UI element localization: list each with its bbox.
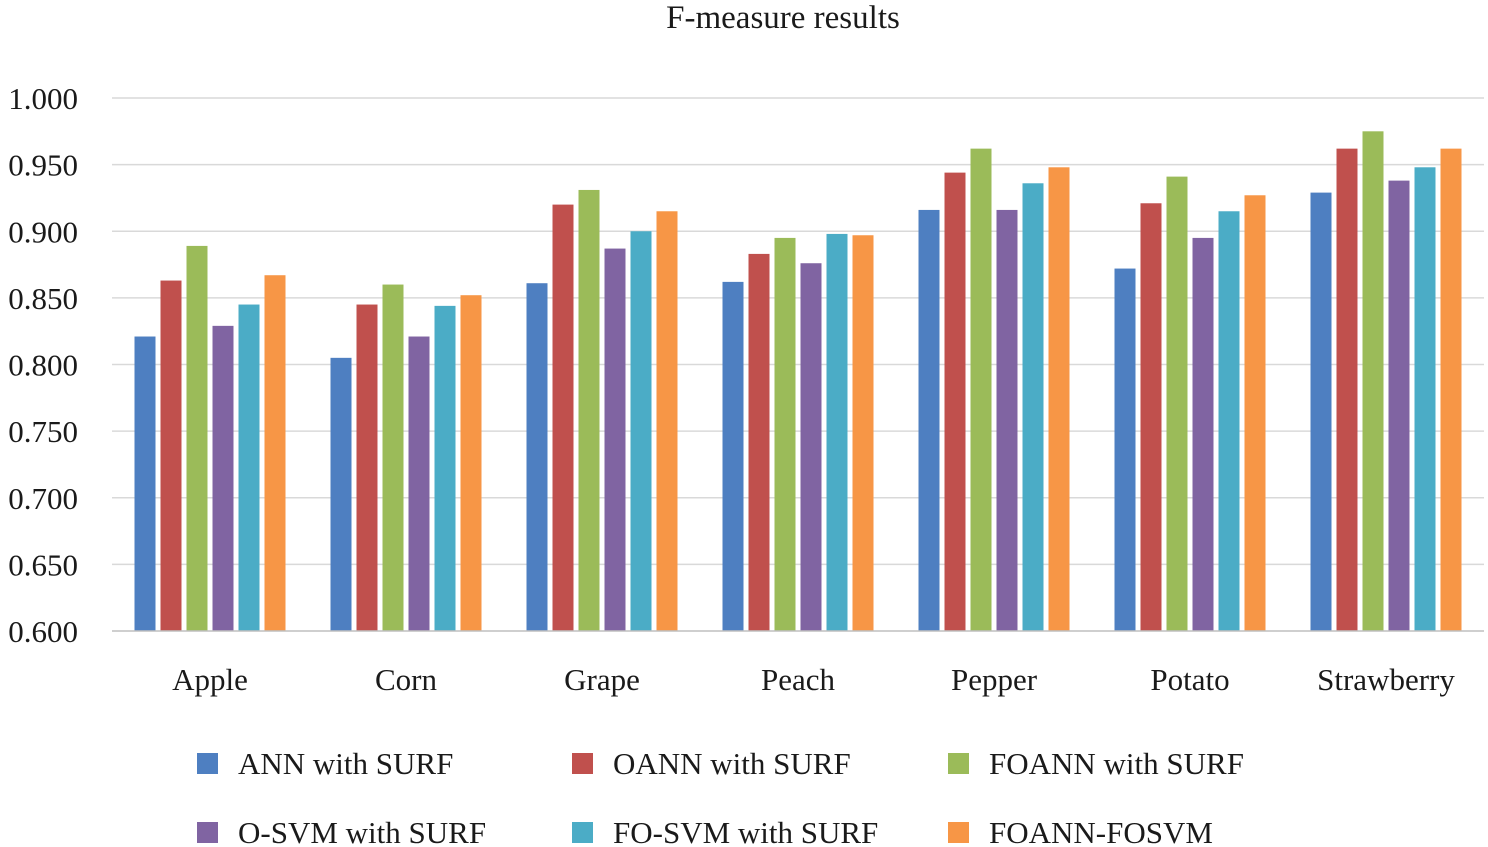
x-category-label: Peach bbox=[761, 662, 836, 697]
legend-label: FOANN-FOSVM bbox=[989, 815, 1213, 847]
y-tick-label: 0.800 bbox=[8, 348, 78, 383]
bar-strawberry-5 bbox=[1440, 148, 1462, 631]
bar-corn-2 bbox=[382, 284, 404, 631]
y-tick-label: 1.000 bbox=[8, 81, 78, 116]
bar-corn-5 bbox=[460, 295, 482, 631]
bar-apple-0 bbox=[134, 336, 156, 631]
bar-potato-0 bbox=[1114, 268, 1136, 631]
bar-peach-5 bbox=[852, 235, 874, 631]
bar-peach-3 bbox=[800, 263, 822, 631]
legend: ANN with SURF OANN with SURF FOANN with SU… bbox=[197, 746, 1244, 847]
x-category-label: Potato bbox=[1150, 662, 1229, 697]
bar-grape-3 bbox=[604, 248, 626, 631]
bar-pepper-2 bbox=[970, 148, 992, 631]
x-category-label: Grape bbox=[564, 662, 640, 697]
bar-strawberry-2 bbox=[1362, 131, 1384, 631]
x-axis-categories: Apple Corn Grape Peach Pepper Potato Strawberr… bbox=[172, 662, 1455, 697]
x-category-label: Apple bbox=[172, 662, 248, 697]
bar-pepper-5 bbox=[1048, 167, 1070, 632]
legend-swatch bbox=[948, 822, 969, 843]
bar-grape-5 bbox=[656, 211, 678, 631]
x-category-label: Pepper bbox=[951, 662, 1038, 697]
bar-potato-1 bbox=[1140, 203, 1162, 631]
bar-pepper-0 bbox=[918, 209, 940, 631]
bar-pepper-3 bbox=[996, 209, 1018, 631]
y-tick-label: 0.600 bbox=[8, 614, 78, 649]
gridlines bbox=[112, 97, 1484, 566]
bar-grape-1 bbox=[552, 204, 574, 631]
bar-corn-3 bbox=[408, 336, 430, 631]
legend-label: O-SVM with SURF bbox=[238, 815, 486, 847]
bar-grape-0 bbox=[526, 283, 548, 631]
bar-peach-4 bbox=[826, 233, 848, 632]
bar-apple-5 bbox=[264, 275, 286, 631]
bar-corn-0 bbox=[330, 357, 352, 631]
bar-strawberry-4 bbox=[1414, 167, 1436, 632]
bar-potato-2 bbox=[1166, 176, 1188, 631]
bar-apple-1 bbox=[160, 280, 182, 631]
legend-label: OANN with SURF bbox=[613, 746, 851, 781]
bar-corn-1 bbox=[356, 304, 378, 631]
bar-pepper-1 bbox=[944, 172, 966, 631]
bar-apple-3 bbox=[212, 325, 234, 631]
bar-strawberry-1 bbox=[1336, 148, 1358, 631]
bar-potato-3 bbox=[1192, 237, 1214, 631]
bar-strawberry-3 bbox=[1388, 180, 1410, 632]
legend-label: FOANN with SURF bbox=[989, 746, 1244, 781]
legend-swatch bbox=[197, 822, 218, 843]
bar-pepper-4 bbox=[1022, 183, 1044, 631]
y-tick-label: 0.750 bbox=[8, 414, 78, 449]
bar-peach-0 bbox=[722, 281, 744, 631]
y-tick-label: 0.700 bbox=[8, 481, 78, 516]
bar-apple-4 bbox=[238, 304, 260, 631]
bar-apple-2 bbox=[186, 245, 208, 631]
y-tick-label: 0.900 bbox=[8, 214, 78, 249]
bar-potato-5 bbox=[1244, 195, 1266, 631]
bar-corn-4 bbox=[434, 305, 456, 631]
y-tick-label: 0.950 bbox=[8, 148, 78, 183]
legend-label: FO-SVM with SURF bbox=[613, 815, 878, 847]
y-axis-ticks: 0.600 0.650 0.700 0.750 0.800 0.850 0.900 0.950… bbox=[8, 81, 78, 649]
legend-swatch bbox=[572, 822, 593, 843]
legend-swatch bbox=[197, 753, 218, 774]
legend-swatch bbox=[948, 753, 969, 774]
bar-grape-4 bbox=[630, 231, 652, 631]
bar-grape-2 bbox=[578, 189, 600, 631]
bar-peach-2 bbox=[774, 237, 796, 631]
bar-strawberry-0 bbox=[1310, 192, 1332, 632]
bar-peach-1 bbox=[748, 253, 770, 631]
x-category-label: Strawberry bbox=[1317, 662, 1455, 697]
x-category-label: Corn bbox=[375, 662, 438, 697]
legend-swatch bbox=[572, 753, 593, 774]
chart-title: F-measure results bbox=[666, 0, 900, 36]
bars bbox=[134, 131, 1462, 632]
legend-label: ANN with SURF bbox=[238, 746, 453, 781]
y-tick-label: 0.650 bbox=[8, 547, 78, 582]
bar-potato-4 bbox=[1218, 211, 1240, 631]
y-tick-label: 0.850 bbox=[8, 281, 78, 316]
